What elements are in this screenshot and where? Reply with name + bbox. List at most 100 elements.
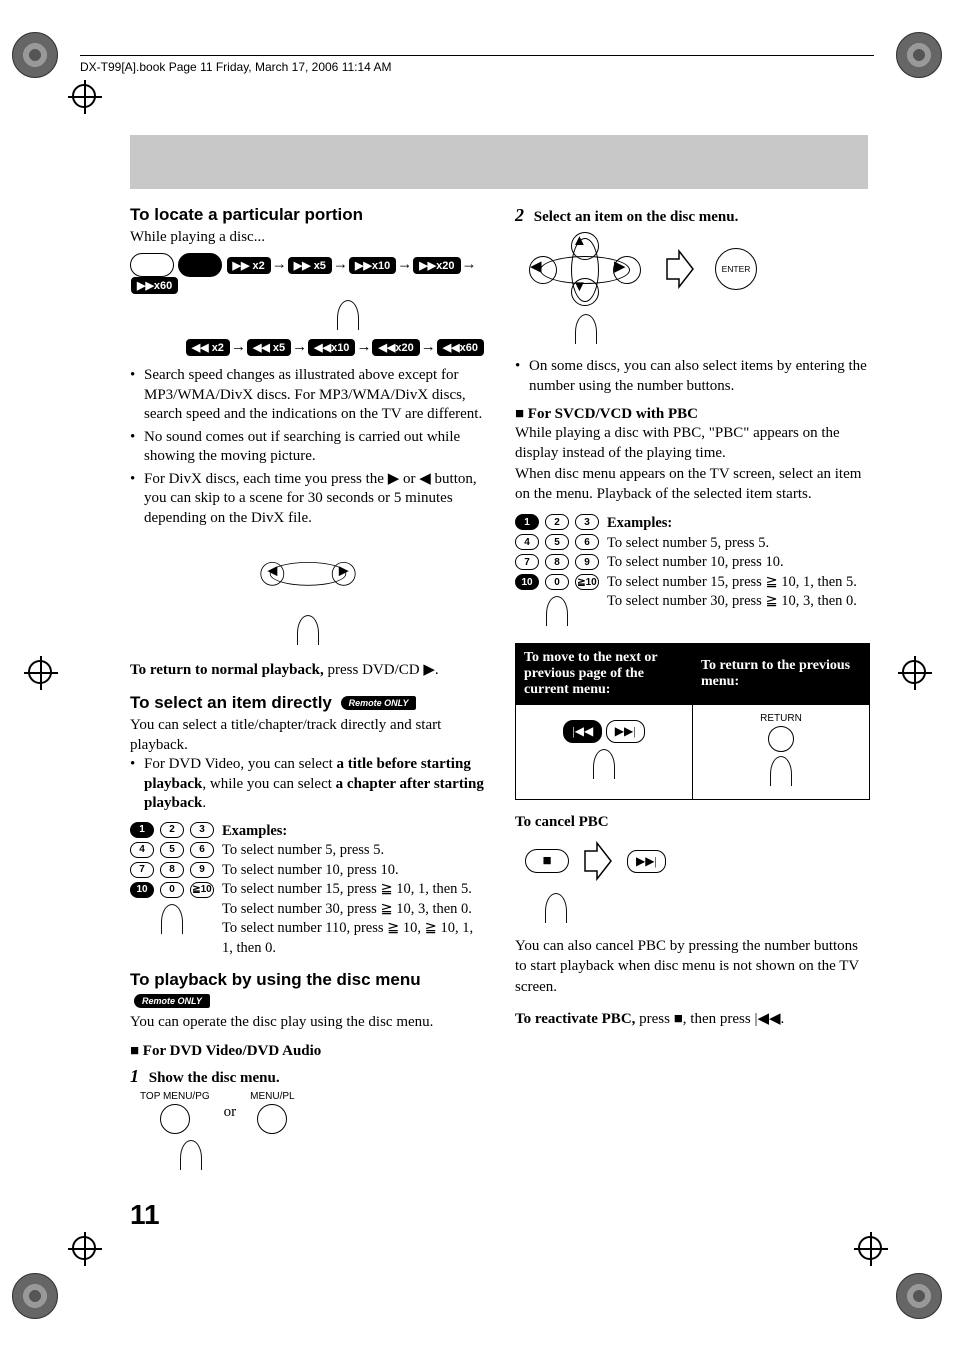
nav-table: To move to the next or previous page of …	[515, 643, 870, 800]
rw-speed-chip: ◀◀ x5	[247, 339, 291, 356]
menu-button-icon: MENU/PL	[250, 1091, 294, 1134]
step-1-text: Show the disc menu.	[149, 1070, 280, 1086]
locate-bullets: Search speed changes as illustrated abov…	[130, 366, 485, 528]
ff-speed-chip: ▶▶x60	[131, 277, 178, 294]
crop-mark-left	[28, 660, 52, 689]
remote-only-badge: Remote ONLY	[341, 696, 417, 710]
remote-icon	[161, 904, 183, 934]
num-btn: 10	[130, 882, 154, 898]
num-btn: 7	[515, 554, 539, 570]
svcd-p1: While playing a disc with PBC, "PBC" app…	[515, 423, 870, 464]
examples-right: Examples: To select number 5, press 5. T…	[607, 514, 857, 612]
bullet-item: Search speed changes as illustrated abov…	[144, 366, 485, 425]
crop-disc-bl	[12, 1273, 58, 1319]
for-dvd-subhead: ■ For DVD Video/DVD Audio	[130, 1043, 485, 1060]
crop-disc-tl	[12, 32, 58, 78]
num-btn: 9	[190, 862, 214, 878]
remote-icon	[545, 893, 567, 923]
bullet-item: For DivX discs, each time you press the …	[144, 470, 485, 529]
examples-left: Examples: To select number 5, press 5. T…	[222, 822, 485, 959]
num-btn: 8	[545, 554, 569, 570]
cancel-pbc-body: You can also cancel PBC by pressing the …	[515, 936, 870, 997]
forward-button-icon	[178, 253, 222, 277]
ff-speed-chip: ▶▶ x5	[288, 257, 332, 274]
num-btn: 8	[160, 862, 184, 878]
speed-illustration: ▶▶ x2→▶▶ x5→▶▶x10→▶▶x20→▶▶x60 ◀◀ x2→◀◀ x…	[130, 253, 485, 356]
rw-speed-chip: ◀◀ x2	[186, 339, 230, 356]
arrow-right-icon	[583, 839, 613, 883]
playback-heading: To playback by using the disc menu Remot…	[130, 970, 485, 1010]
bullet-item: No sound comes out if searching is carri…	[144, 428, 485, 467]
crop-mark-right	[902, 660, 926, 689]
step-2-text: Select an item on the disc menu.	[534, 209, 739, 225]
num-btn: 1	[515, 514, 539, 530]
step2-bullet: On some discs, you can also select items…	[529, 357, 870, 396]
prev-track-icon: |◀◀	[563, 720, 602, 743]
num-btn: 3	[190, 822, 214, 838]
num-btn: 0	[160, 882, 184, 898]
or-label: or	[224, 1104, 237, 1121]
num-btn: 6	[190, 842, 214, 858]
return-normal: To return to normal playback, press DVD/…	[130, 660, 485, 680]
dpad-diagram: ▲▼ ◀▶	[525, 234, 645, 304]
step-2-number: 2	[515, 205, 524, 225]
locate-heading: To locate a particular portion	[130, 205, 485, 225]
num-btn: 2	[160, 822, 184, 838]
remote-icon	[770, 756, 792, 786]
cancel-pbc-diagram: ■ ▶▶|	[525, 839, 870, 883]
header-meta: DX-T99[A].book Page 11 Friday, March 17,…	[80, 55, 874, 74]
page-number: 11	[130, 1199, 160, 1231]
for-svcd-subhead: ■ For SVCD/VCD with PBC	[515, 406, 870, 423]
remote-icon	[593, 749, 615, 779]
num-btn: ≧10	[575, 574, 599, 590]
section-band	[130, 135, 868, 189]
remote-icon	[546, 596, 568, 626]
rw-speed-chip: ◀◀x60	[437, 339, 484, 356]
next-track-icon: ▶▶|	[627, 850, 666, 873]
num-btn: 10	[515, 574, 539, 590]
crop-mark-br	[858, 1236, 882, 1265]
select-heading: To select an item directly Remote ONLY	[130, 693, 485, 713]
ff-speed-chip: ▶▶ x2	[227, 257, 271, 274]
select-bullet: For DVD Video, you can select a title be…	[144, 755, 485, 814]
num-btn: ≧10	[190, 882, 214, 898]
ff-speed-chip: ▶▶x20	[413, 257, 460, 274]
topmenu-button-icon: TOP MENU/PG	[140, 1091, 210, 1134]
enter-button-icon: ENTER	[715, 248, 757, 290]
num-btn: 1	[130, 822, 154, 838]
remote-only-badge: Remote ONLY	[134, 994, 210, 1008]
num-btn: 0	[545, 574, 569, 590]
nav-th-return: To return to the previous menu:	[693, 644, 870, 705]
num-btn: 4	[130, 842, 154, 858]
num-btn: 4	[515, 534, 539, 550]
num-btn: 2	[545, 514, 569, 530]
crop-disc-br	[896, 1273, 942, 1319]
nav-th-next: To move to the next or previous page of …	[516, 644, 693, 705]
num-btn: 6	[575, 534, 599, 550]
playback-body: You can operate the disc play using the …	[130, 1012, 485, 1032]
remote-icon	[297, 615, 319, 645]
nav-cell-return: RETURN	[693, 705, 870, 800]
crop-disc-tr	[896, 32, 942, 78]
remote-icon	[180, 1140, 202, 1170]
rw-speed-chip: ◀◀x10	[308, 339, 355, 356]
svcd-p2: When disc menu appears on the TV screen,…	[515, 464, 870, 505]
num-btn: 5	[160, 842, 184, 858]
rw-speed-chip: ◀◀x20	[372, 339, 419, 356]
num-btn: 7	[130, 862, 154, 878]
num-btn: 5	[545, 534, 569, 550]
number-pad: 123 456 789 10 0 ≧10	[130, 822, 214, 939]
next-track-icon: ▶▶|	[606, 720, 645, 743]
right-column: 2 Select an item on the disc menu. ▲▼ ◀▶…	[515, 205, 870, 1175]
left-column: To locate a particular portion While pla…	[130, 205, 485, 1175]
nav-cell-prevnext: |◀◀ ▶▶|	[516, 705, 693, 800]
reactivate-pbc: To reactivate PBC, press ■, then press |…	[515, 1009, 870, 1029]
cancel-pbc-head: To cancel PBC	[515, 814, 870, 831]
num-btn: 3	[575, 514, 599, 530]
arrow-right-icon	[665, 247, 695, 291]
locate-intro: While playing a disc...	[130, 227, 485, 247]
step-1-number: 1	[130, 1066, 139, 1086]
num-btn: 9	[575, 554, 599, 570]
stop-button-icon: ■	[525, 849, 569, 873]
ff-speed-chip: ▶▶x10	[349, 257, 396, 274]
